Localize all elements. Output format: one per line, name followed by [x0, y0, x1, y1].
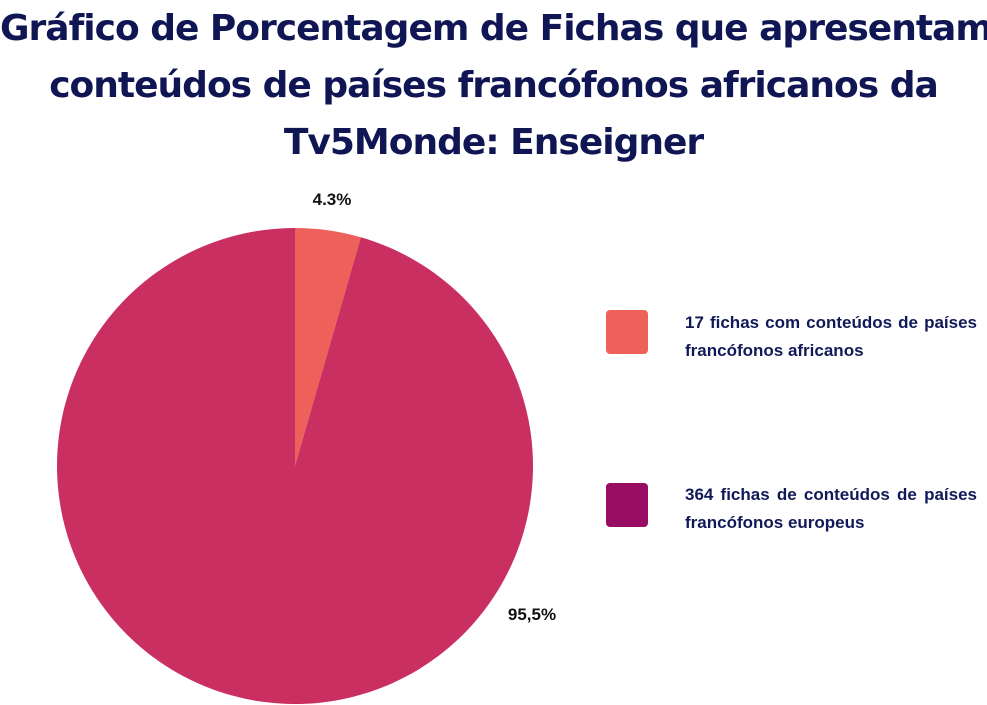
chart-title-line-1: Gráfico de Porcentagem de Fichas que apr…	[0, 8, 987, 49]
legend-swatch-europeus	[606, 483, 648, 527]
pie-slice-africanos	[295, 228, 361, 466]
slice-label-africanos: 4.3%	[313, 190, 352, 209]
slice-label-europeus: 95,5%	[508, 605, 556, 624]
chart-title: Gráfico de Porcentagem de Fichas que apr…	[0, 0, 987, 171]
chart-title-line-2: conteúdos de países francófonos africano…	[49, 65, 939, 106]
pie-slices	[57, 228, 533, 705]
legend-text-africanos: 17 fichas com conteúdos de países francó…	[685, 313, 977, 360]
legend-swatch-africanos	[606, 310, 648, 354]
pie-slice-europeus	[57, 228, 533, 705]
chart-title-line-3: Tv5Monde: Enseigner	[283, 122, 704, 163]
legend-text-europeus: 364 fichas de conteúdos de países francó…	[685, 485, 977, 532]
